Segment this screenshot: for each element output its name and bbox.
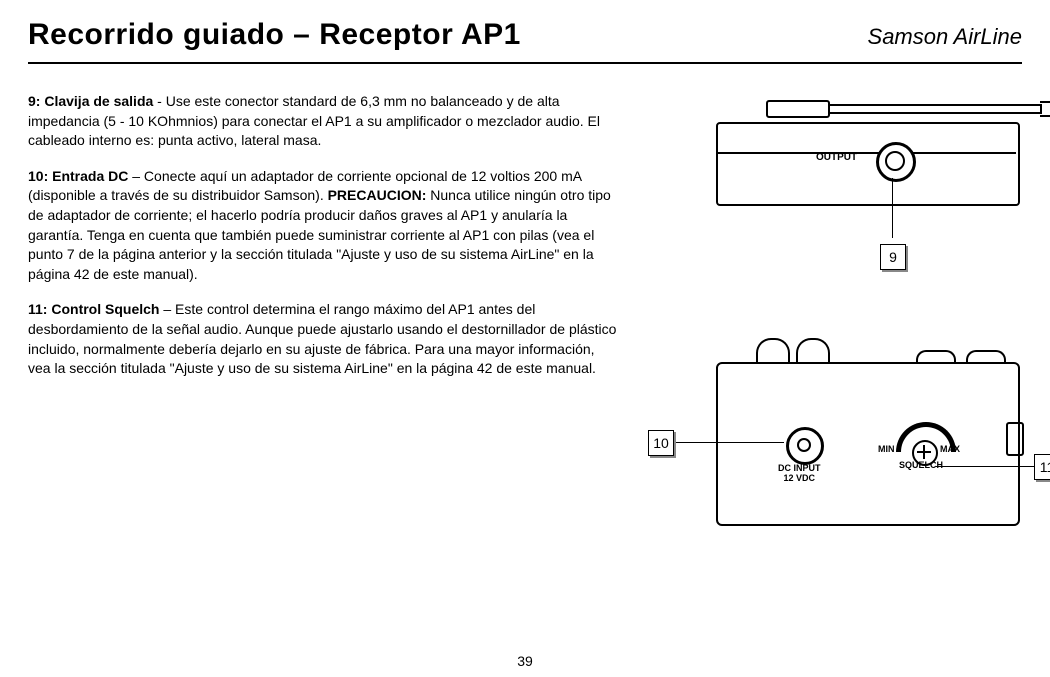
figure-rear-panel: DC INPUT 12 VDC MIN MAX SQUELCH bbox=[686, 332, 1046, 552]
callout-11: 11 bbox=[1034, 454, 1050, 480]
dc-input-icon bbox=[786, 427, 824, 465]
dc-input-label: DC INPUT 12 VDC bbox=[778, 464, 821, 484]
page-number: 39 bbox=[0, 653, 1050, 669]
page-title: Recorrido guiado – Receptor AP1 bbox=[28, 18, 521, 52]
item-10-label: 10: Entrada DC bbox=[28, 168, 128, 184]
plug-illustration bbox=[766, 100, 1050, 114]
leader-line-9 bbox=[892, 178, 893, 238]
callout-9: 9 bbox=[880, 244, 906, 270]
paragraph-10: 10: Entrada DC – Conecte aquí un adaptad… bbox=[28, 167, 618, 285]
squelch-label: SQUELCH bbox=[899, 460, 943, 470]
item-10-caution: PRECAUCION: bbox=[328, 187, 427, 203]
side-jack-icon bbox=[1006, 422, 1024, 456]
output-label: OUTPUT bbox=[816, 152, 857, 163]
page-header: Recorrido guiado – Receptor AP1 Samson A… bbox=[28, 18, 1022, 64]
item-11-label: 11: Control Squelch bbox=[28, 301, 159, 317]
output-jack-icon bbox=[876, 142, 916, 182]
max-label: MAX bbox=[940, 444, 960, 454]
figure-output-jack: OUTPUT bbox=[706, 92, 1046, 222]
callout-10: 10 bbox=[648, 430, 674, 456]
diagram-column: OUTPUT 9 DC INPUT 12 VDC MI bbox=[646, 92, 1022, 395]
paragraph-11: 11: Control Squelch – Este control deter… bbox=[28, 300, 618, 378]
leader-line-11 bbox=[936, 466, 1046, 467]
leader-line-10 bbox=[676, 442, 784, 443]
min-label: MIN bbox=[878, 444, 895, 454]
receiver-rear-body bbox=[716, 362, 1020, 526]
brand-name: Samson AirLine bbox=[868, 24, 1022, 50]
item-9-label: 9: Clavija de salida bbox=[28, 93, 153, 109]
paragraph-9: 9: Clavija de salida - Use este conector… bbox=[28, 92, 618, 151]
body-text-column: 9: Clavija de salida - Use este conector… bbox=[28, 92, 618, 395]
